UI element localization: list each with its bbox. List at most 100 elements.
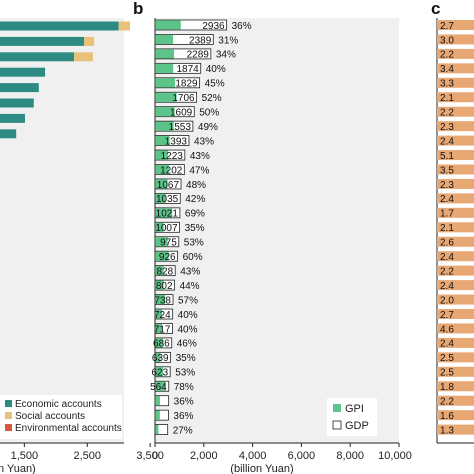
b-gpi-share-label: 44% xyxy=(180,281,200,292)
b-bar-gpi xyxy=(155,49,174,59)
legend-swatch-environmental xyxy=(5,424,12,431)
b-bar-gpi xyxy=(155,121,174,131)
b-bar-gpi xyxy=(155,266,164,276)
panel-a-background xyxy=(0,18,124,443)
b-gdp-value-label: 1874 xyxy=(176,64,199,75)
b-tick-label: 6,000 xyxy=(288,450,316,462)
a-tick-label: 3,500 xyxy=(136,450,164,462)
b-gdp-value-label: 2289 xyxy=(187,50,210,61)
b-bar-gpi xyxy=(155,78,176,88)
c-bar xyxy=(437,337,474,348)
c-value-label: 2.0 xyxy=(440,295,454,306)
c-value-label: 2.4 xyxy=(440,281,454,292)
b-tick-label: 0 xyxy=(152,450,158,462)
panel-b-background xyxy=(155,18,399,443)
b-gpi-share-label: 57% xyxy=(178,295,198,306)
panel-a-xlabel: n Yuan) xyxy=(0,463,36,474)
b-gdp-value-label: 1706 xyxy=(172,93,195,104)
c-bar xyxy=(437,178,474,189)
panel-a-x-ticks: 1,500 2,500 3,500 xyxy=(11,443,164,462)
c-bar xyxy=(437,395,474,406)
b-bar-gdp xyxy=(154,178,182,190)
c-value-label: 2.1 xyxy=(440,223,454,234)
c-value-label: 2.4 xyxy=(440,252,454,263)
b-bar-gpi xyxy=(155,352,161,362)
b-gdp-value-label: 724 xyxy=(154,310,171,321)
b-bar-gpi xyxy=(155,410,160,420)
b-gpi-share-label: 36% xyxy=(174,397,194,408)
b-bar-gpi xyxy=(155,309,163,319)
b-bar-gdp xyxy=(154,48,212,60)
b-gpi-share-label: 40% xyxy=(177,324,197,335)
b-gdp-value-label: 1021 xyxy=(156,209,179,220)
b-bar-gpi xyxy=(155,280,164,290)
b-gdp-value-label: 1393 xyxy=(165,136,188,147)
b-bar-gpi xyxy=(155,396,160,406)
c-bar xyxy=(437,77,474,88)
b-gpi-share-label: 52% xyxy=(202,93,222,104)
b-tick-label: 2,000 xyxy=(190,450,218,462)
a-bar-economic xyxy=(0,83,39,93)
b-gdp-value-label: 1829 xyxy=(175,79,198,90)
a-bar-economic xyxy=(0,21,119,31)
c-bar xyxy=(437,48,474,59)
b-gdp-value-label: 1609 xyxy=(170,108,193,119)
a-bar-social xyxy=(74,52,93,62)
b-gdp-value-label: 926 xyxy=(159,252,176,263)
b-gdp-value-label: 1553 xyxy=(169,122,192,133)
b-bar-gdp xyxy=(154,409,169,421)
panel-b-xlabel: (billion Yuan) xyxy=(230,463,293,474)
legend-swatch-gpi xyxy=(333,404,341,412)
c-value-label: 2.5 xyxy=(440,353,454,364)
b-tick-label: 8,000 xyxy=(336,450,364,462)
panel-a-legend-box xyxy=(0,395,122,439)
c-bar xyxy=(437,323,474,334)
c-bar xyxy=(437,265,474,276)
b-bar-gpi xyxy=(155,237,168,247)
c-value-label: 2.4 xyxy=(440,339,454,350)
b-gdp-value-label: 802 xyxy=(156,281,173,292)
panel-a-legend: Economic accounts Social accounts Enviro… xyxy=(0,395,122,439)
b-bar-gdp xyxy=(154,192,181,204)
c-value-label: 2.7 xyxy=(440,21,454,32)
c-value-label: 2.2 xyxy=(440,397,454,408)
b-bar-gdp xyxy=(154,265,176,277)
b-bar-gpi xyxy=(155,367,164,377)
b-gpi-share-label: 47% xyxy=(189,165,209,176)
legend-swatch-economic xyxy=(5,400,12,407)
c-value-label: 2.5 xyxy=(440,368,454,379)
legend-label-gpi: GPI xyxy=(345,403,364,415)
b-gpi-share-label: 69% xyxy=(185,209,205,220)
b-bar-gpi xyxy=(155,251,169,261)
b-gdp-value-label: 975 xyxy=(160,238,177,249)
c-value-label: 2.1 xyxy=(440,93,454,104)
c-bar xyxy=(437,135,474,146)
c-value-label: 2.3 xyxy=(440,180,454,191)
c-bar xyxy=(437,106,474,117)
b-bar-gpi xyxy=(155,136,170,146)
b-gdp-value-label: 1067 xyxy=(157,180,180,191)
c-bar xyxy=(437,236,474,247)
b-bar-gdp xyxy=(154,77,201,89)
a-tick-label: 2,500 xyxy=(73,450,101,462)
b-bar-gdp xyxy=(154,120,194,132)
b-bar-gdp xyxy=(154,135,190,147)
b-bar-gpi xyxy=(155,179,168,189)
b-gpi-share-label: 43% xyxy=(190,151,210,162)
b-bar-gdp xyxy=(154,19,228,31)
legend-swatch-social xyxy=(5,412,12,419)
panel-c: c 2.73.02.23.43.32.12.22.32.45.13.52.32.… xyxy=(431,0,474,444)
c-bar xyxy=(437,34,474,45)
b-bar-gpi xyxy=(155,164,169,175)
legend-label-gdp: GDP xyxy=(345,420,369,432)
b-bar-gpi xyxy=(155,193,166,203)
c-bar xyxy=(437,222,474,233)
a-bar-social xyxy=(118,21,131,31)
b-bar-gpi xyxy=(155,63,174,73)
b-gpi-share-label: 78% xyxy=(174,382,194,393)
b-gdp-value-label: 1007 xyxy=(155,223,178,234)
b-bar-gdp xyxy=(154,308,174,320)
b-gpi-share-label: 31% xyxy=(218,35,238,46)
b-gpi-share-label: 53% xyxy=(184,238,204,249)
b-gpi-share-label: 43% xyxy=(180,266,200,277)
